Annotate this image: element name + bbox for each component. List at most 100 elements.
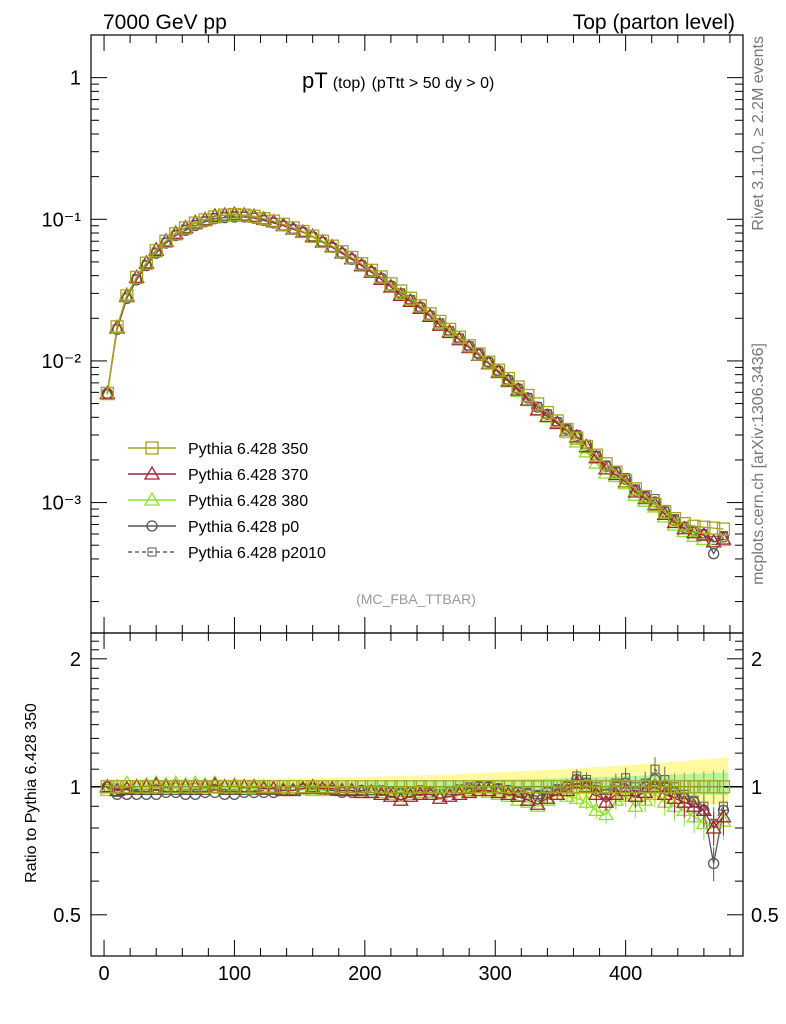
series-1-ratio-point	[705, 819, 722, 834]
series-0-ratio-point	[364, 780, 379, 794]
mcplots-label: mcplots.cern.ch [arXiv:1306.3436]	[750, 343, 767, 585]
series-0-point	[579, 440, 594, 454]
series-0-ratio-point	[227, 780, 242, 794]
series-0-ratio-point	[247, 780, 261, 794]
series-1-ratio-point	[597, 793, 615, 808]
series-0-point	[648, 497, 662, 512]
series-2-point	[685, 528, 703, 542]
legend-label-4: Pythia 6.428 p2010	[188, 545, 326, 562]
series-0-point	[540, 405, 555, 420]
series-0-ratio-point	[628, 780, 643, 794]
series-0-ratio-point	[178, 780, 193, 794]
series-0-ratio-point	[560, 780, 574, 794]
series-0-ratio-point	[501, 780, 515, 794]
series-0-point	[462, 339, 476, 353]
ratio-series	[99, 757, 732, 882]
series-0-ratio-point	[491, 780, 506, 794]
series-0-point	[120, 289, 134, 303]
series-3-point	[708, 548, 720, 560]
series-0-ratio-point	[325, 780, 339, 794]
series-0-point	[100, 386, 114, 401]
legend-label-3: Pythia 6.428 p0	[188, 519, 299, 536]
series-0-point	[570, 431, 584, 445]
series-0-point	[394, 284, 408, 298]
series-0-ratio-point	[677, 780, 691, 794]
legend: Pythia 6.428 350 Pythia 6.428 370 Pythia 6…	[128, 441, 326, 562]
series-0-ratio-point	[579, 780, 594, 794]
series-1-point	[451, 331, 468, 346]
series-0-ratio-point	[139, 780, 154, 794]
series-0-point	[433, 314, 447, 329]
series-0-ratio-point	[433, 780, 447, 794]
series-0-ratio-point	[618, 780, 633, 794]
series-0-ratio-point	[589, 780, 603, 794]
series-0-ratio-point	[658, 780, 672, 794]
ratio-y-tick-label-right: 0.5	[751, 905, 779, 927]
series-0-point	[110, 320, 124, 334]
series-0-ratio-point	[570, 780, 584, 794]
series-3-point	[150, 247, 162, 259]
series-0-point	[403, 291, 418, 305]
series-0-ratio-point	[394, 780, 408, 794]
series-0-ratio-point	[286, 780, 300, 794]
legend-label-0: Pythia 6.428 350	[188, 441, 308, 458]
ratio-axis-label: Ratio to Pythia 6.428 350	[23, 703, 40, 883]
series-0-point	[638, 490, 652, 504]
series-0-point	[296, 224, 310, 239]
series-1-point	[128, 269, 145, 284]
series-1-point	[490, 363, 507, 378]
main-frame	[90, 34, 744, 634]
series-0-ratio-point	[129, 780, 144, 794]
series-0-point	[667, 511, 682, 526]
title-sub1: (top)	[333, 75, 366, 92]
series-0-point	[374, 270, 388, 284]
series-0-line	[106, 213, 724, 530]
series-0-point	[266, 214, 281, 228]
plot-title: pT (top) (pTtt > 50 dy > 0)	[302, 68, 494, 93]
series-0-ratio-point	[374, 780, 388, 794]
series-0-ratio-point	[237, 780, 251, 794]
series-0-ratio-point	[100, 780, 114, 794]
series-1-ratio-point	[695, 802, 713, 817]
series-2-ratio-point	[695, 815, 713, 830]
series-0-point	[618, 473, 633, 488]
series-0-ratio-point	[266, 780, 281, 794]
series-0-point	[413, 299, 427, 313]
series-0-ratio-point	[462, 780, 476, 794]
series-1-ratio-point	[519, 791, 536, 806]
series-1-point	[148, 241, 165, 256]
series-0-ratio-point	[648, 780, 662, 794]
series-1-ratio-point	[441, 787, 458, 802]
series-0-point	[677, 516, 691, 531]
series-3-ratio-point	[708, 857, 720, 870]
legend-marker-0	[145, 441, 159, 455]
x-tick-label: 300	[479, 963, 512, 985]
series-0-point	[716, 522, 731, 536]
series-0-ratio-point	[638, 780, 652, 794]
series-0-point	[227, 207, 242, 222]
series-0-point	[276, 217, 290, 232]
series-0-point	[247, 209, 261, 223]
legend-marker-2	[143, 491, 161, 506]
series-1-point	[578, 438, 595, 453]
legend-label-1: Pythia 6.428 370	[188, 467, 308, 484]
series-0-ratio-point	[403, 780, 418, 794]
ratio-y-tick-label-left: 2	[70, 649, 81, 671]
series-0-point	[658, 505, 672, 519]
series-1-ratio-point	[715, 808, 732, 823]
series-1-point	[646, 496, 664, 511]
series-0-point	[472, 347, 486, 361]
series-0-point	[139, 256, 154, 270]
series-0-ratio-point	[354, 780, 369, 794]
series-0-ratio-point	[482, 780, 496, 794]
ratio-y-tick-label-left: 0.5	[53, 905, 81, 927]
ratio-y-tick-label-right: 2	[751, 649, 762, 671]
series-1-point	[588, 449, 605, 464]
ratio-y-tick-label-right: 1	[751, 777, 762, 799]
series-0-ratio-point	[599, 780, 613, 794]
series-2-ratio-point	[597, 806, 615, 821]
series-0-ratio-point	[511, 780, 525, 794]
series-0-ratio-point	[521, 780, 535, 794]
x-tick-label: 0	[98, 963, 109, 985]
series-0-point	[599, 457, 613, 471]
